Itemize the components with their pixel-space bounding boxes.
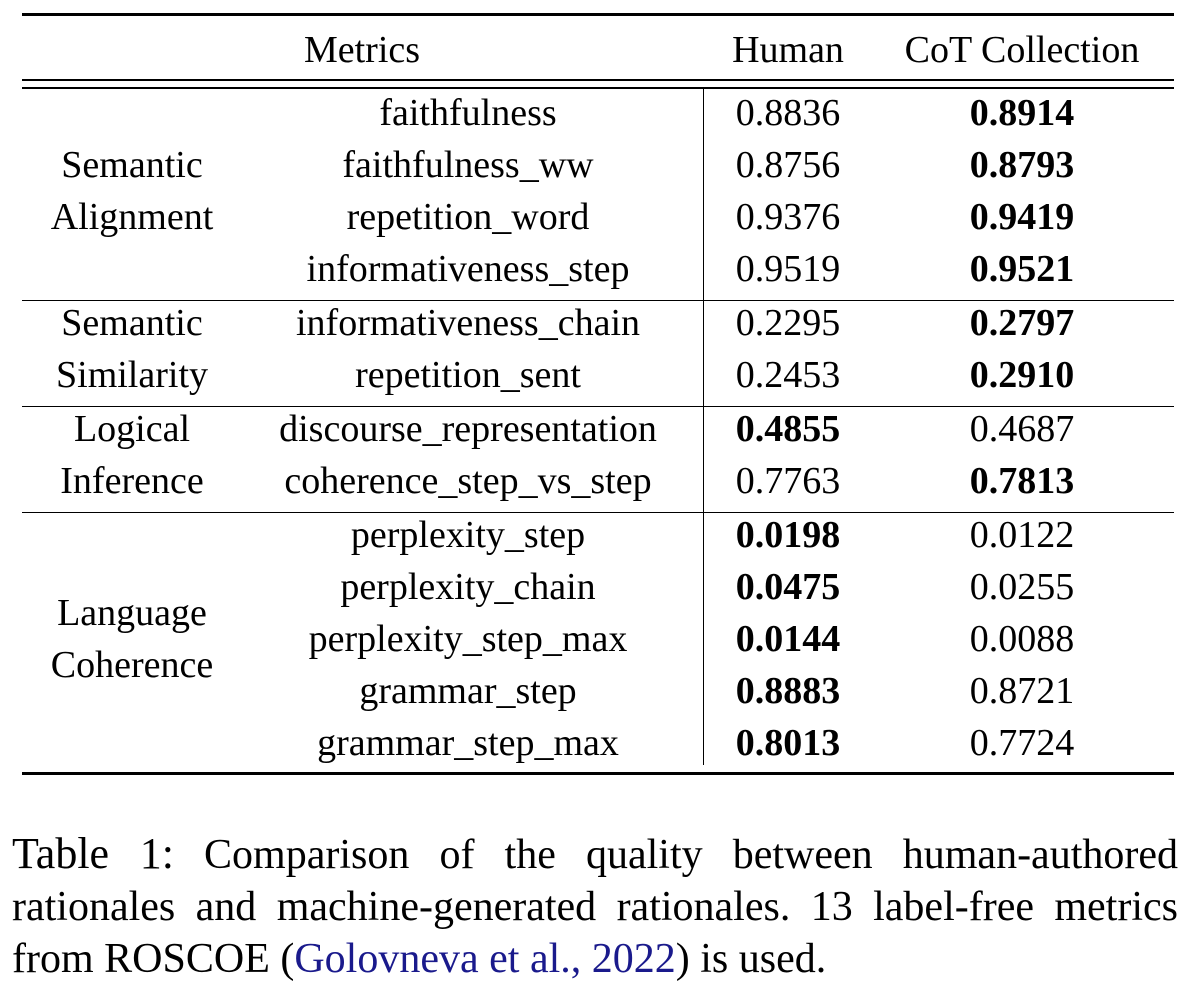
- human-score-cell: 0.4855: [735, 408, 841, 450]
- table-caption: Table 1: Comparison of the quality betwe…: [12, 828, 1178, 985]
- metric-name-cell: grammar_step_max: [317, 722, 619, 764]
- metric-name-cell: coherence_step_vs_step: [284, 460, 652, 502]
- metric-name-cell: informativeness_step: [306, 248, 630, 290]
- group-separator-rule: [22, 300, 1174, 301]
- human-score-cell: 0.2453: [735, 354, 841, 396]
- group-label-line: Semantic: [61, 144, 203, 186]
- metric-name-cell: faithfulness_ww: [342, 144, 594, 186]
- group-label-line: Coherence: [50, 644, 214, 686]
- metric-name-cell: repetition_word: [346, 196, 590, 238]
- human-score-cell: 0.0144: [735, 618, 841, 660]
- cot-score-cell: 0.7813: [969, 460, 1075, 502]
- human-score-cell: 0.2295: [735, 302, 841, 344]
- metric-name-cell: perplexity_step_max: [308, 618, 628, 660]
- header-rule-lower: [22, 87, 1174, 89]
- human-score-cell: 0.9376: [735, 196, 841, 238]
- metric-name-cell: informativeness_chain: [295, 302, 641, 344]
- cot-score-cell: 0.0122: [969, 514, 1075, 556]
- metric-name-cell: faithfulness: [379, 92, 557, 134]
- header-cot-collection: CoT Collection: [904, 29, 1140, 71]
- cot-score-cell: 0.8914: [969, 92, 1075, 134]
- human-score-cell: 0.8756: [735, 144, 841, 186]
- cot-score-cell: 0.9419: [969, 196, 1075, 238]
- caption-text-before: Comparison of the quality between human-…: [12, 832, 1178, 982]
- caption-citation-link[interactable]: Golovneva et al., 2022: [294, 936, 676, 982]
- header-rule-upper: [22, 79, 1174, 81]
- human-score-cell: 0.8883: [735, 670, 841, 712]
- group-label: Language Coherence: [51, 587, 213, 691]
- group-label-line: Alignment: [50, 196, 214, 238]
- group-label: Logical Inference: [60, 403, 203, 507]
- human-score-cell: 0.9519: [735, 248, 841, 290]
- cot-score-cell: 0.0255: [969, 566, 1075, 608]
- cot-score-cell: 0.8721: [969, 670, 1075, 712]
- caption-text-after: ) is used.: [675, 936, 827, 982]
- group-label-line: Inference: [60, 460, 204, 502]
- group-label-line: Logical: [73, 408, 191, 450]
- header-human: Human: [732, 29, 844, 71]
- human-score-cell: 0.0475: [735, 566, 841, 608]
- human-score-cell: 0.7763: [735, 460, 841, 502]
- metric-name-cell: repetition_sent: [355, 354, 581, 396]
- caption-label: Table 1:: [12, 829, 174, 878]
- group-label: Semantic Similarity: [56, 297, 208, 401]
- cot-score-cell: 0.2910: [969, 354, 1075, 396]
- cot-score-cell: 0.8793: [969, 144, 1075, 186]
- cot-score-cell: 0.7724: [969, 722, 1075, 764]
- table-top-rule: [22, 13, 1174, 16]
- header-metrics: Metrics: [303, 29, 421, 71]
- human-score-cell: 0.0198: [735, 514, 841, 556]
- human-score-cell: 0.8013: [735, 722, 841, 764]
- group-label-line: Semantic: [61, 302, 203, 344]
- group-label-line: Language: [57, 592, 207, 634]
- metric-name-cell: grammar_step: [359, 670, 577, 712]
- group-label-line: Similarity: [56, 354, 208, 396]
- cot-score-cell: 0.2797: [969, 302, 1075, 344]
- cot-score-cell: 0.9521: [969, 248, 1075, 290]
- table-bottom-rule: [22, 772, 1174, 775]
- group-separator-rule: [22, 512, 1174, 513]
- cot-score-cell: 0.0088: [969, 618, 1075, 660]
- metric-name-cell: discourse_representation: [279, 408, 657, 450]
- metric-name-cell: perplexity_step: [350, 514, 586, 556]
- group-separator-rule: [22, 406, 1174, 407]
- metric-name-cell: perplexity_chain: [340, 566, 596, 608]
- human-score-cell: 0.8836: [735, 92, 841, 134]
- cot-score-cell: 0.4687: [969, 408, 1075, 450]
- group-label: Semantic Alignment: [51, 139, 214, 243]
- column-divider: [703, 89, 704, 765]
